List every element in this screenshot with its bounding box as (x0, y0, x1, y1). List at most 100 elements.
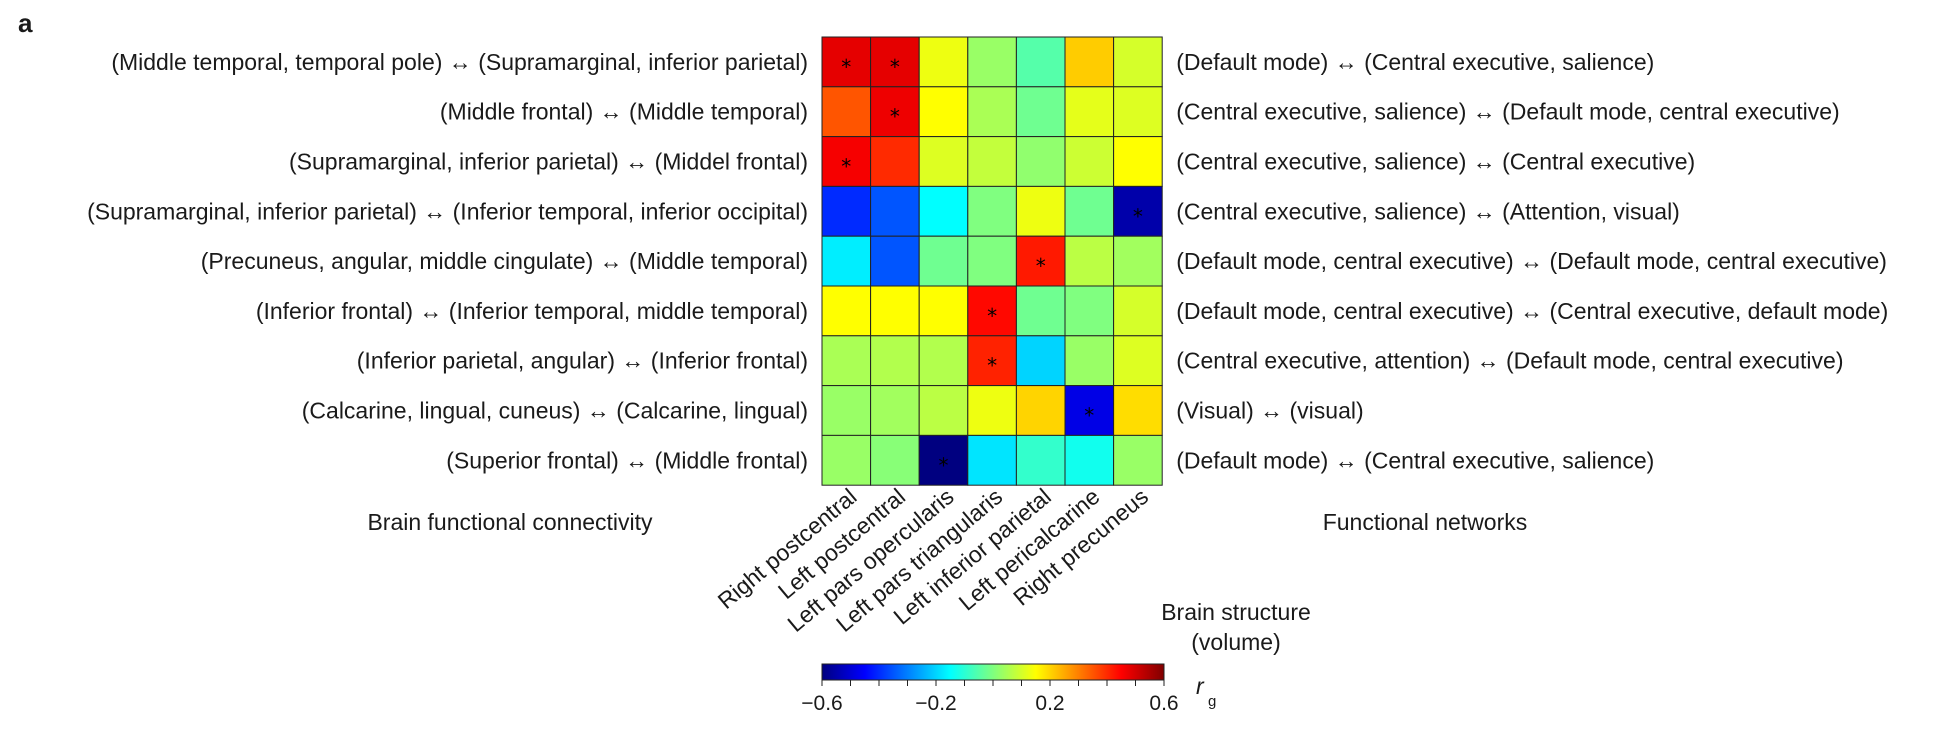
colorbar-tick-label: −0.6 (801, 692, 842, 715)
heatmap-cell (967, 86, 1017, 138)
heatmap-cell (918, 335, 969, 387)
heatmap-cell (967, 385, 1017, 436)
heatmap-cell (1015, 185, 1066, 237)
network-label: (Default mode) ↔ (Central executive, sal… (1176, 447, 1654, 473)
network-label: (Central executive, attention) ↔ (Defaul… (1176, 348, 1843, 374)
heatmap-cell (870, 385, 920, 436)
significance-marker: * (987, 304, 997, 328)
colorbar-title-line2: (volume) (1191, 629, 1280, 655)
heatmap-cell (967, 136, 1017, 187)
heatmap-cell (1113, 136, 1163, 187)
heatmap-cell (1064, 86, 1115, 138)
heatmap-cell (821, 385, 872, 436)
heatmap-cell (918, 385, 969, 436)
heatmap-cell (870, 434, 920, 486)
heatmap-cell (1015, 235, 1066, 287)
colorbar: Brain structure (volume) −0.6 −0.2 0.2 0.6 … (801, 599, 1311, 715)
heatmap-cell (821, 235, 872, 287)
heatmap-cell (1015, 36, 1066, 88)
heatmap-cell (918, 185, 969, 237)
heatmap-cell (1015, 335, 1066, 387)
network-label: (Default mode, central executive) ↔ (Def… (1176, 248, 1887, 274)
heatmap-cell (1064, 434, 1115, 486)
significance-marker: * (987, 354, 997, 378)
significance-marker: * (939, 453, 949, 477)
network-label: (Central executive, salience) ↔ (Central… (1176, 149, 1695, 175)
row-label: (Middle frontal) ↔ (Middle temporal) (440, 99, 808, 125)
heatmap-cell (1113, 185, 1163, 237)
left-axis-title: Brain functional connectivity (367, 509, 653, 535)
significance-markers: * * * * * * * * * * (841, 55, 1143, 477)
network-label: (Central executive, salience) ↔ (Default… (1176, 99, 1839, 125)
heatmap-cell (1113, 335, 1163, 387)
heatmap-cell (1113, 235, 1163, 287)
significance-marker: * (841, 155, 851, 179)
significance-marker: * (1036, 254, 1046, 278)
network-label: (Default mode, central executive) ↔ (Cen… (1176, 298, 1888, 324)
heatmap-cell (1064, 285, 1115, 337)
heatmap-cell (870, 136, 920, 187)
colorbar-tick-label: −0.2 (915, 692, 956, 715)
colorbar-ticks: −0.6 −0.2 0.2 0.6 (801, 680, 1179, 715)
heatmap-cell (1113, 434, 1163, 486)
significance-marker: * (1133, 204, 1143, 228)
row-label: (Inferior parietal, angular) ↔ (Inferior… (357, 348, 808, 374)
heatmap-cell (967, 285, 1017, 337)
heatmap-cell (918, 285, 969, 337)
heatmap-cell (821, 335, 872, 387)
colorbar-gradient (821, 663, 1165, 681)
significance-marker: * (841, 55, 851, 79)
row-label: (Inferior frontal) ↔ (Inferior temporal,… (256, 298, 808, 324)
heatmap-cell (1113, 36, 1163, 88)
heatmap-cell (1113, 86, 1163, 138)
right-axis-title: Functional networks (1323, 509, 1528, 535)
colorbar-symbol-subscript: g (1208, 693, 1216, 710)
heatmap-cell (967, 434, 1017, 486)
heatmap-cell (918, 136, 969, 187)
panel-label: a (18, 8, 33, 38)
row-label: (Middle temporal, temporal pole) ↔ (Supr… (111, 49, 808, 75)
heatmap-cell (1064, 136, 1115, 187)
heatmap-cell (1015, 434, 1066, 486)
colorbar-symbol: r (1196, 673, 1205, 699)
heatmap-cell (918, 86, 969, 138)
heatmap-cell (870, 285, 920, 337)
heatmap-cell (870, 185, 920, 237)
heatmap-cell (821, 434, 872, 486)
colorbar-tick-label: 0.2 (1035, 692, 1064, 715)
heatmap-cell (1015, 86, 1066, 138)
heatmap-cell (1015, 385, 1066, 436)
heatmap-cell (967, 235, 1017, 287)
colorbar-title-line1: Brain structure (1161, 599, 1311, 625)
heatmap-cells (821, 36, 1163, 486)
significance-marker: * (1084, 404, 1094, 428)
network-label: (Visual) ↔ (visual) (1176, 398, 1363, 424)
heatmap-cell (1113, 385, 1163, 436)
heatmap-cell (1015, 136, 1066, 187)
heatmap-cell (918, 235, 969, 287)
row-label: (Calcarine, lingual, cuneus) ↔ (Calcarin… (302, 398, 808, 424)
heatmap-cell (1064, 385, 1115, 436)
network-label: (Central executive, salience) ↔ (Attenti… (1176, 198, 1680, 224)
row-label: (Supramarginal, inferior parietal) ↔ (Mi… (289, 149, 808, 175)
row-labels: (Middle temporal, temporal pole) ↔ (Supr… (87, 49, 808, 473)
colorbar-tick-label: 0.6 (1149, 692, 1178, 715)
heatmap-cell (870, 335, 920, 387)
row-label: (Superior frontal) ↔ (Middle frontal) (446, 447, 808, 473)
heatmap-cell (1064, 185, 1115, 237)
network-labels: (Default mode) ↔ (Central executive, sal… (1176, 49, 1888, 473)
heatmap-cell (967, 36, 1017, 88)
heatmap-cell (1064, 36, 1115, 88)
heatmap-cell (1015, 285, 1066, 337)
heatmap-cell (967, 335, 1017, 387)
row-label: (Precuneus, angular, middle cingulate) ↔… (201, 248, 808, 274)
heatmap-cell (821, 86, 872, 138)
significance-marker: * (890, 105, 900, 129)
heatmap-cell (870, 235, 920, 287)
heatmap-cell (967, 185, 1017, 237)
heatmap-cell (1064, 335, 1115, 387)
heatmap-cell (1113, 285, 1163, 337)
heatmap-cell (1064, 235, 1115, 287)
